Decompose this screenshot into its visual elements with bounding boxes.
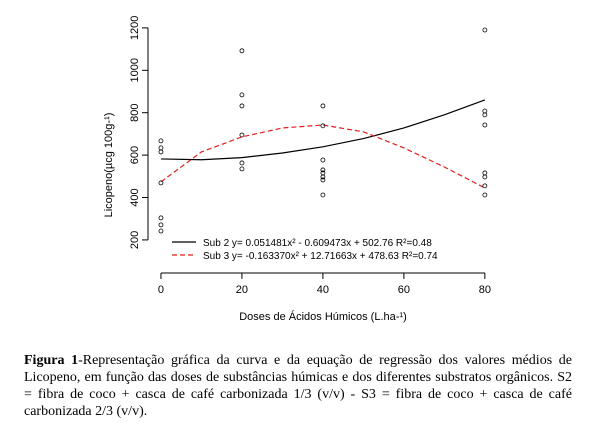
data-point (239, 103, 245, 109)
regression-line (160, 99, 486, 161)
data-point (239, 166, 245, 172)
y-axis-title: Licopeno(µcg 100g-¹) (103, 113, 115, 218)
data-point (482, 170, 488, 176)
y-tick-label: 1200 (129, 16, 141, 40)
chart: Licopeno(µcg 100g-¹) Doses de Ácidos Húm… (103, 16, 491, 323)
data-point (158, 138, 164, 144)
data-point (320, 174, 326, 180)
y-tick-label: 800 (129, 104, 141, 122)
data-point (482, 192, 488, 198)
y-tick-label: 400 (129, 188, 141, 206)
data-point (482, 27, 488, 33)
legend-label: Sub 2 y= 0.051481x² - 0.609473x + 502.76… (203, 238, 432, 249)
x-tick-label: 80 (479, 284, 491, 296)
data-point (482, 108, 488, 114)
data-point (158, 149, 164, 155)
data-point (320, 103, 326, 109)
regression-line (160, 124, 486, 189)
caption-text: -Representação gráfica da curva e da equ… (24, 353, 572, 419)
x-tick-label: 40 (317, 284, 329, 296)
data-point (320, 192, 326, 198)
x-tick-label: 60 (398, 284, 410, 296)
data-point (158, 215, 164, 221)
x-axis-title: Doses de Ácidos Húmicos (L.ha-¹) (239, 310, 407, 323)
data-point (320, 170, 326, 176)
y-tick-label: 600 (129, 146, 141, 164)
data-point (482, 122, 488, 128)
data-point (158, 222, 164, 228)
y-tick-label: 1000 (129, 58, 141, 82)
x-tick-label: 20 (236, 284, 248, 296)
data-point (320, 123, 326, 129)
data-point (239, 132, 245, 138)
data-point (158, 228, 164, 234)
data-point (320, 177, 326, 183)
data-point (239, 92, 245, 98)
caption-label: Figura 1 (24, 353, 79, 368)
caption: Figura 1-Representação gráfica da curva … (24, 352, 572, 420)
legend-label: Sub 3 y= -0.163370x² + 12.71663x + 478.6… (203, 251, 438, 262)
data-point (482, 174, 488, 180)
data-point (158, 145, 164, 151)
x-tick-label: 0 (158, 284, 164, 296)
y-tick-label: 200 (129, 231, 141, 249)
data-point (320, 157, 326, 163)
data-point (320, 167, 326, 173)
data-point (482, 112, 488, 118)
data-point (482, 183, 488, 189)
data-point (158, 180, 164, 186)
data-point (239, 160, 245, 166)
data-point (239, 48, 245, 54)
